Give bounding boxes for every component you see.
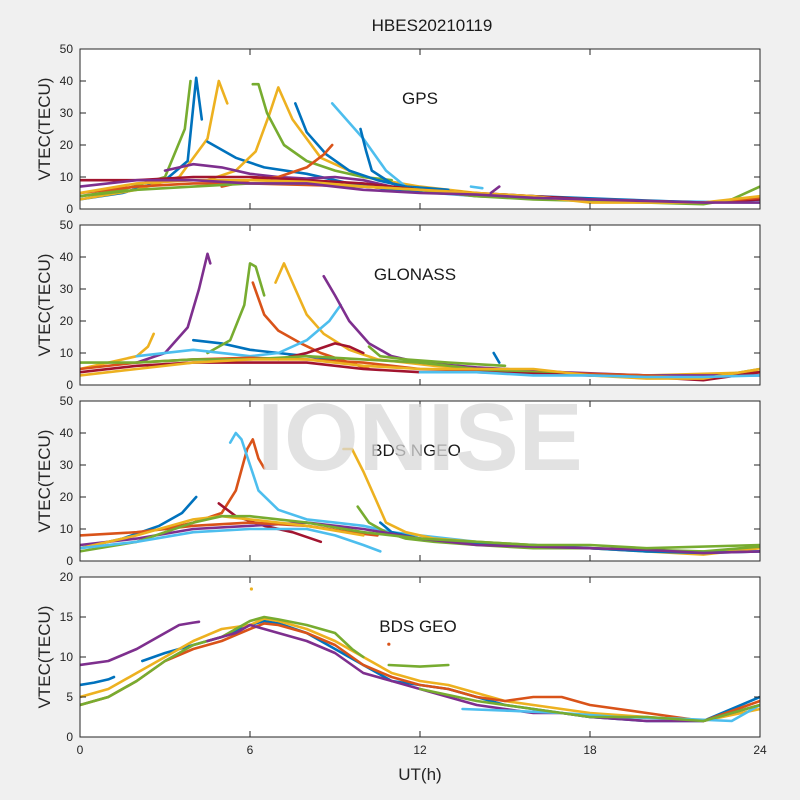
series-line-15 bbox=[80, 178, 760, 204]
y-axis-label: VTEC(TECU) bbox=[35, 78, 54, 181]
panel-title: BDS GEO bbox=[379, 617, 456, 636]
series-line-5 bbox=[80, 615, 365, 707]
x-tick-label: 12 bbox=[413, 743, 427, 757]
series-line-1 bbox=[80, 675, 116, 687]
watermark: IONISE bbox=[257, 384, 582, 491]
y-axis-label: VTEC(TECU) bbox=[35, 606, 54, 709]
plot-area bbox=[80, 577, 760, 737]
series-group bbox=[80, 76, 760, 206]
series-line-9 bbox=[367, 345, 507, 368]
x-axis-label: UT(h) bbox=[398, 765, 441, 784]
panel-0: 0 10 20 30 40 50 VTEC(TECU) GPS bbox=[35, 42, 761, 216]
y-axis-label: VTEC(TECU) bbox=[35, 430, 54, 533]
series-line-6 bbox=[135, 303, 342, 358]
y-tick-label: 5 bbox=[66, 690, 73, 704]
y-tick-label: 30 bbox=[60, 458, 74, 472]
y-tick-label: 30 bbox=[60, 282, 74, 296]
panel-title: BDS NGEO bbox=[371, 441, 461, 460]
series-group bbox=[80, 587, 760, 723]
y-tick-label: 10 bbox=[60, 170, 74, 184]
y-tick-label: 20 bbox=[60, 490, 74, 504]
series-group bbox=[80, 431, 760, 556]
data-point-0 bbox=[249, 587, 254, 591]
y-tick-label: 20 bbox=[60, 314, 74, 328]
y-tick-label: 0 bbox=[66, 730, 73, 744]
x-tick-label: 6 bbox=[247, 743, 254, 757]
series-line-8 bbox=[277, 342, 365, 361]
series-group bbox=[80, 252, 760, 382]
y-tick-label: 30 bbox=[60, 106, 74, 120]
y-tick-label: 0 bbox=[66, 378, 73, 392]
y-tick-label: 40 bbox=[60, 250, 74, 264]
series-line-5 bbox=[251, 82, 393, 182]
data-point-1 bbox=[387, 642, 391, 646]
series-line-3 bbox=[206, 262, 266, 355]
series-line-14 bbox=[80, 358, 760, 380]
figure-title: HBES20210119 bbox=[372, 16, 493, 35]
y-axis-label: VTEC(TECU) bbox=[35, 254, 54, 357]
y-tick-label: 0 bbox=[66, 554, 73, 568]
series-line-17 bbox=[469, 185, 484, 190]
series-line-10 bbox=[80, 514, 760, 553]
y-tick-label: 15 bbox=[60, 610, 74, 624]
series-line-10 bbox=[492, 351, 501, 364]
y-tick-label: 20 bbox=[60, 570, 74, 584]
panel-title: GLONASS bbox=[374, 265, 456, 284]
series-line-11 bbox=[80, 527, 382, 553]
y-tick-label: 0 bbox=[66, 202, 73, 216]
panel-1: 0 10 20 30 40 50 VTEC(TECU) GLONASS bbox=[35, 218, 761, 392]
y-tick-label: 40 bbox=[60, 74, 74, 88]
y-tick-label: 50 bbox=[60, 42, 74, 56]
x-tick-label: 24 bbox=[753, 743, 767, 757]
x-tick-label: 18 bbox=[583, 743, 597, 757]
panel-3: 0 5 10 15 20 0 6 12 18 24 VTEC(TECU) UT(h) BDS GEO bbox=[35, 570, 767, 784]
series-line-9 bbox=[418, 687, 760, 723]
series-line-4 bbox=[80, 622, 760, 723]
series-line-7 bbox=[387, 663, 450, 668]
series-line-16 bbox=[489, 185, 501, 195]
y-tick-label: 10 bbox=[60, 650, 74, 664]
y-tick-label: 10 bbox=[60, 522, 74, 536]
panel-2: 0 10 20 30 40 50 VTEC(TECU) BDS NGEO bbox=[35, 394, 761, 568]
series-line-4 bbox=[206, 86, 478, 195]
y-tick-label: 40 bbox=[60, 426, 74, 440]
y-tick-label: 10 bbox=[60, 346, 74, 360]
series-line-0 bbox=[80, 620, 201, 667]
x-tick-label: 0 bbox=[77, 743, 84, 757]
y-tick-label: 50 bbox=[60, 218, 74, 232]
series-line-15 bbox=[418, 370, 760, 379]
y-tick-label: 20 bbox=[60, 138, 74, 152]
y-tick-label: 50 bbox=[60, 394, 74, 408]
series-line-3 bbox=[206, 140, 450, 195]
panel-title: GPS bbox=[402, 89, 438, 108]
